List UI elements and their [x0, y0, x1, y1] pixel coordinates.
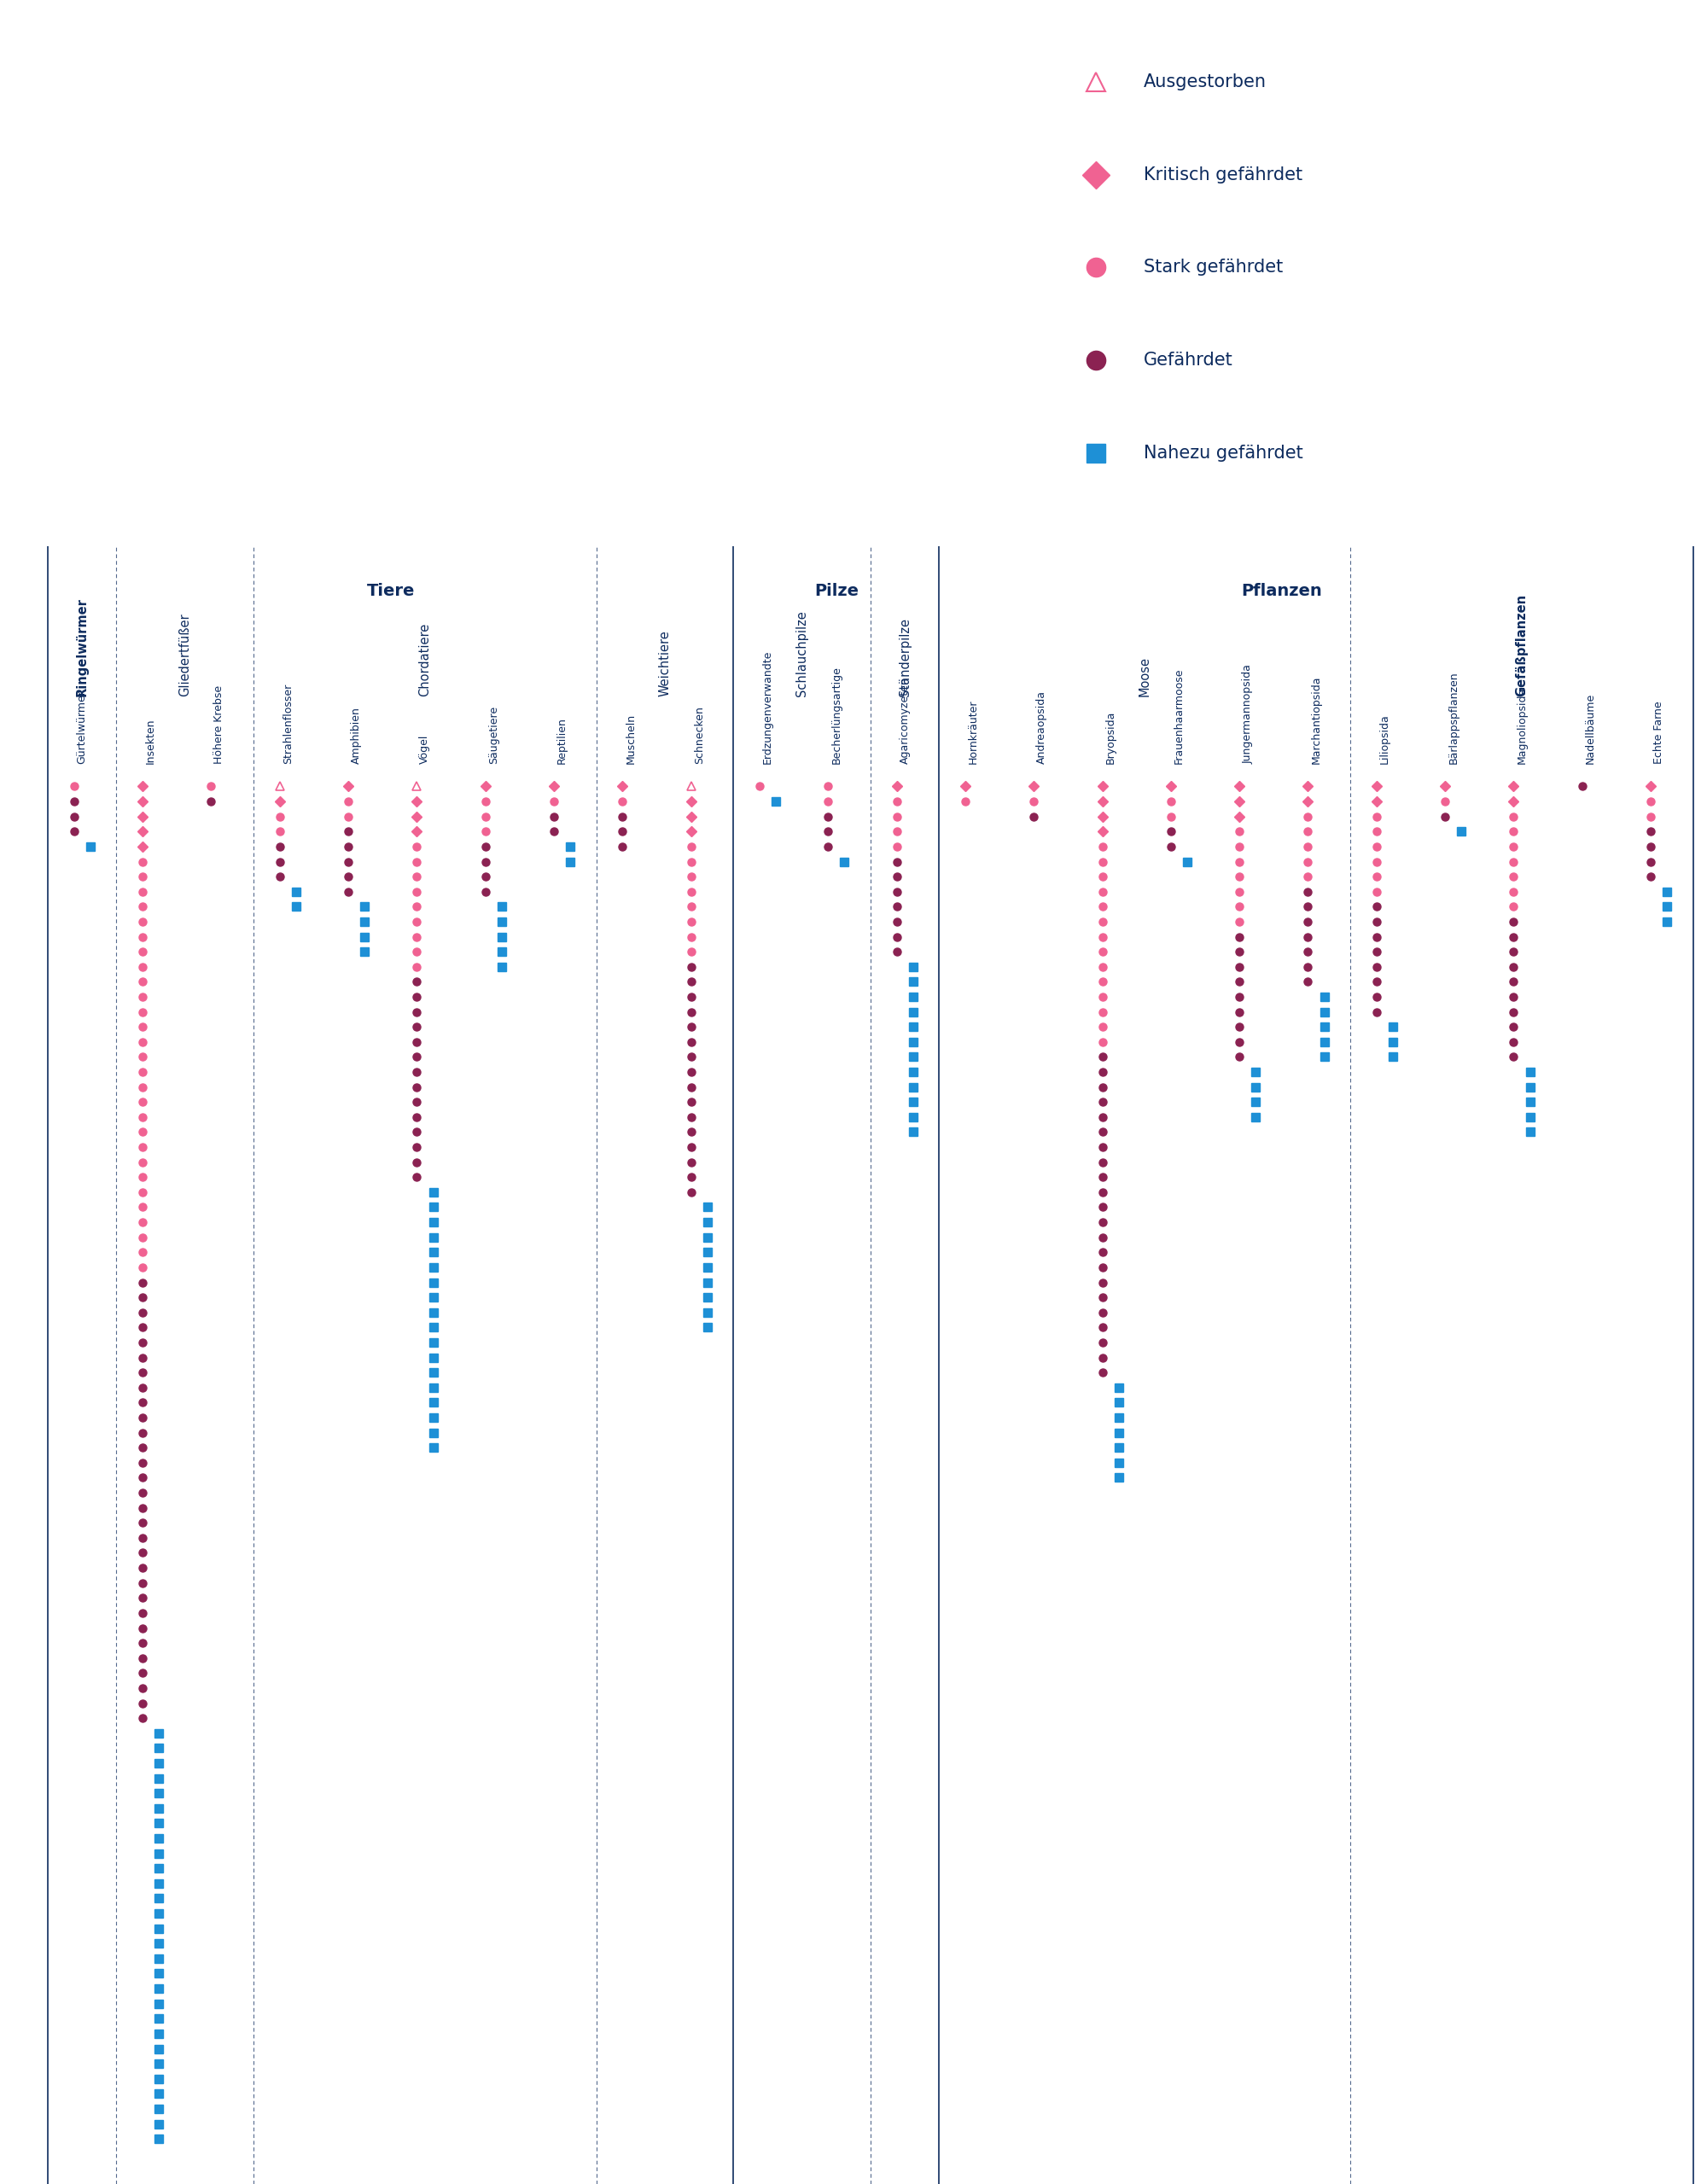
Text: Tiere: Tiere [367, 583, 415, 598]
Text: Ausgestorben: Ausgestorben [1144, 74, 1267, 90]
Text: Bryopsida: Bryopsida [1104, 710, 1116, 764]
Text: Schnecken: Schnecken [693, 705, 705, 764]
Text: Jungermannopsida: Jungermannopsida [1243, 664, 1253, 764]
Text: Reptilien: Reptilien [556, 716, 568, 764]
Text: Ringelwürmer: Ringelwürmer [75, 598, 89, 697]
Text: Chordatiere: Chordatiere [418, 622, 432, 697]
Text: Magnoliopsida: Magnoliopsida [1516, 688, 1528, 764]
Text: Agaricomyzeten: Agaricomyzeten [900, 677, 910, 764]
Text: Hornkräuter: Hornkräuter [968, 699, 978, 764]
Text: Vögel: Vögel [420, 734, 430, 764]
Text: Pilze: Pilze [814, 583, 859, 598]
Text: Ständerpilze: Ständerpilze [898, 618, 912, 697]
Text: Insekten: Insekten [145, 719, 157, 764]
Text: Stark gefährdet: Stark gefährdet [1144, 260, 1284, 275]
Text: Kritisch gefährdet: Kritisch gefährdet [1144, 166, 1302, 183]
Text: Gliedertfüßer: Gliedertfüßer [179, 614, 191, 697]
Text: Muscheln: Muscheln [625, 714, 637, 764]
Text: Weichtiere: Weichtiere [659, 629, 671, 697]
Text: Nadellbäume: Nadellbäume [1584, 692, 1596, 764]
Text: Säugetiere: Säugetiere [488, 705, 498, 764]
Text: Gürtelwürmer: Gürtelwürmer [77, 690, 87, 764]
Text: Nahezu gefährdet: Nahezu gefährdet [1144, 446, 1302, 461]
Text: Gefährdet: Gefährdet [1144, 352, 1232, 369]
Text: Erdzungenverwandte: Erdzungenverwandte [763, 651, 773, 764]
Text: Amphibien: Amphibien [352, 708, 362, 764]
Text: Gefäßpflanzen: Gefäßpflanzen [1516, 594, 1528, 697]
Text: Andreaopsida: Andreaopsida [1036, 690, 1048, 764]
Text: Becherlüngsartige: Becherlüngsartige [831, 666, 842, 764]
Text: Frauenhaarmoose: Frauenhaarmoose [1173, 668, 1185, 764]
Text: Strahlenflosser: Strahlenflosser [282, 684, 294, 764]
Text: Moose: Moose [1139, 655, 1151, 697]
Text: Liliopsida: Liliopsida [1379, 714, 1389, 764]
Text: Pflanzen: Pflanzen [1241, 583, 1323, 598]
Text: Bärlappspflanzen: Bärlappspflanzen [1448, 670, 1459, 764]
Text: Marchantiopsida: Marchantiopsida [1311, 675, 1321, 764]
Text: Höhere Krebse: Höhere Krebse [213, 686, 225, 764]
Text: Echte Farne: Echte Farne [1654, 701, 1664, 764]
Text: Schlauchpilze: Schlauchpilze [795, 609, 809, 697]
